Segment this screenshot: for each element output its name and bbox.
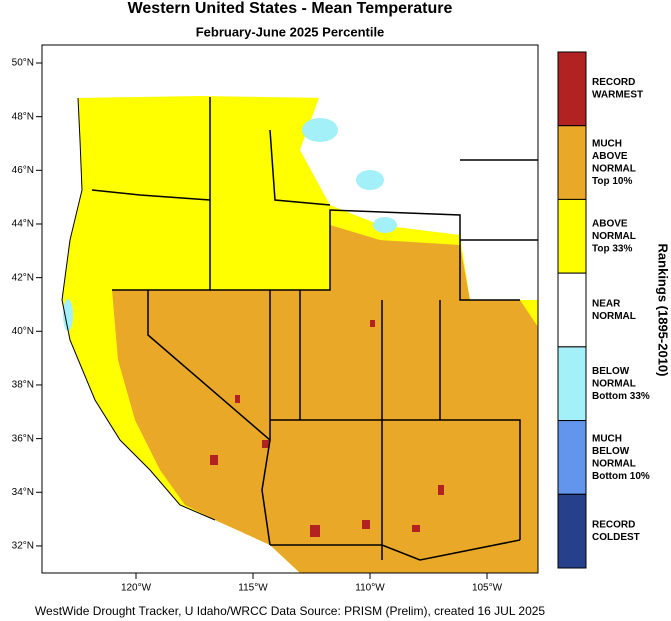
lon-tick-label: 115°W <box>238 583 268 594</box>
legend-label: Top 10% <box>592 176 632 187</box>
legend-swatch <box>557 125 587 200</box>
legend-label: NORMAL <box>592 378 636 389</box>
legend-label: WARMEST <box>592 90 643 101</box>
legend-label: RECORD <box>592 520 635 531</box>
legend-label: Bottom 33% <box>592 391 650 402</box>
lat-tick-label: 32°N <box>12 541 34 552</box>
lat-tick-label: 46°N <box>12 165 34 176</box>
legend-label: RECORD <box>592 77 635 88</box>
legend-label: NORMAL <box>592 458 636 469</box>
map-frame <box>41 44 539 574</box>
lat-tick-label: 44°N <box>12 219 34 230</box>
subtitle: February-June 2025 Percentile <box>196 24 385 39</box>
legend-swatch <box>557 346 587 422</box>
legend-swatch <box>557 272 587 348</box>
lon-tick-label: 120°W <box>121 583 152 594</box>
legend-swatch <box>557 51 587 127</box>
legend-label: Top 33% <box>592 243 632 254</box>
legend-label: MUCH <box>592 138 622 149</box>
legend-label: COLDEST <box>592 532 640 543</box>
legend-label: NORMAL <box>592 311 636 322</box>
legend-label: BELOW <box>592 446 630 457</box>
title: Western United States - Mean Temperature <box>128 0 453 17</box>
lat-tick-label: 38°N <box>12 380 34 391</box>
lat-tick-label: 36°N <box>12 433 34 444</box>
lon-tick-label: 110°W <box>355 583 385 594</box>
legend-swatch <box>557 493 587 569</box>
lat-tick-label: 50°N <box>12 58 34 69</box>
legend-swatch <box>557 198 587 274</box>
lat-tick-label: 34°N <box>12 487 34 498</box>
legend-label: MUCH <box>592 433 622 444</box>
legend-label: BELOW <box>592 366 630 377</box>
lat-tick-label: 42°N <box>12 272 34 283</box>
legend-label: NORMAL <box>592 231 636 242</box>
lat-tick-label: 40°N <box>12 326 34 337</box>
lon-tick-label: 105°W <box>472 583 503 594</box>
legend-label: NEAR <box>592 298 621 309</box>
credit: WestWide Drought Tracker, U Idaho/WRCC D… <box>35 604 546 618</box>
lat-tick-label: 48°N <box>12 111 34 122</box>
legend-label: NORMAL <box>592 163 636 174</box>
legend-title: Rankings (1895-2010) <box>656 244 671 377</box>
legend-label: ABOVE <box>592 218 628 229</box>
legend-swatch <box>557 420 587 495</box>
legend-label: ABOVE <box>592 151 628 162</box>
map <box>42 45 538 573</box>
legend-label: Bottom 10% <box>592 471 650 482</box>
